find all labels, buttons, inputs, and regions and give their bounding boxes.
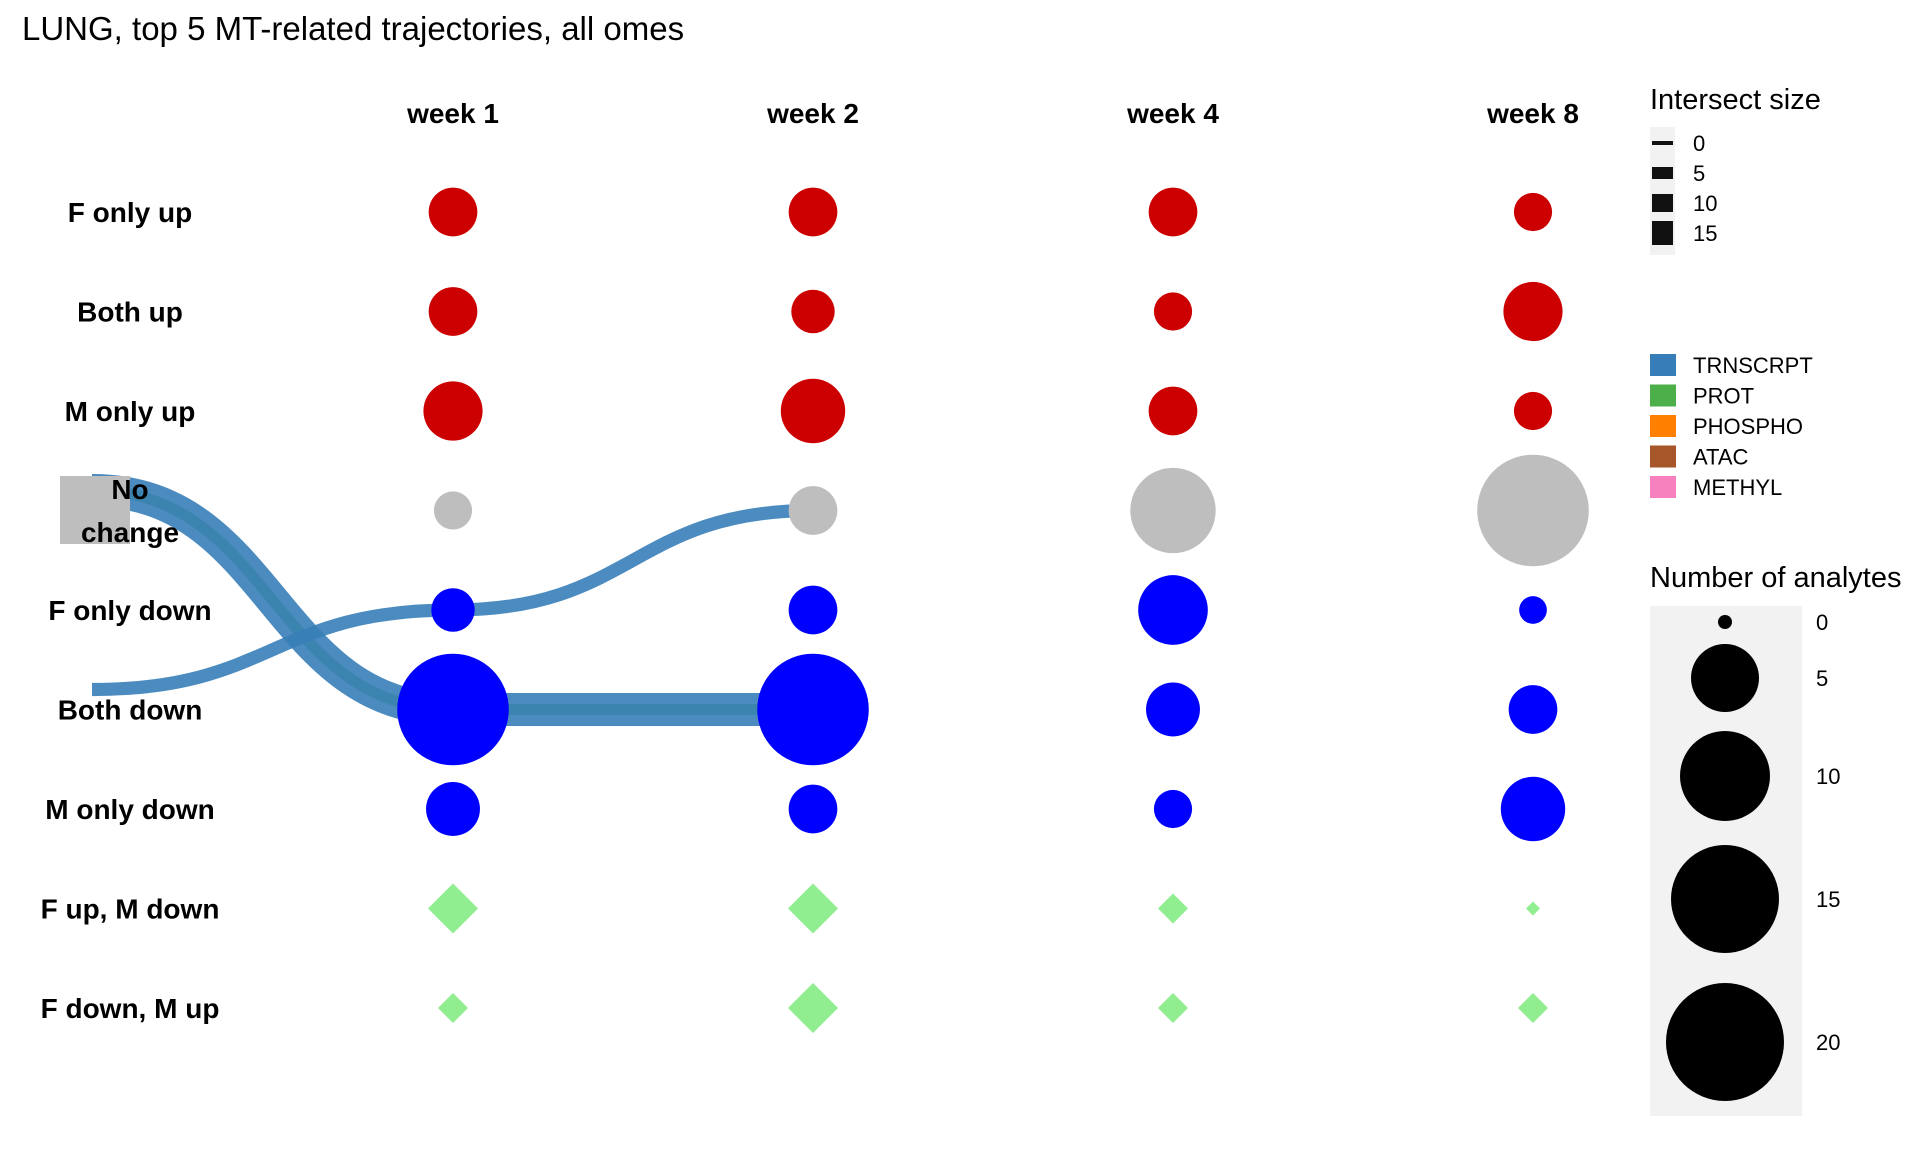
legend-ome-label: ATAC bbox=[1693, 445, 1749, 470]
marker-circle bbox=[1519, 596, 1547, 624]
legend-analytes-swatch bbox=[1718, 615, 1732, 629]
legend-ome-swatch bbox=[1650, 354, 1676, 376]
column-label: week 2 bbox=[766, 98, 859, 129]
legend-analytes-swatch bbox=[1671, 845, 1779, 953]
marker-circle bbox=[1148, 187, 1198, 237]
marker-diamond bbox=[1158, 993, 1188, 1023]
row-label: M only up bbox=[65, 396, 196, 427]
marker-diamond bbox=[1526, 901, 1540, 916]
marker-diamond bbox=[788, 983, 838, 1033]
legend-ome-label: TRNSCRPT bbox=[1693, 353, 1813, 378]
legend-ome: TRNSCRPT PROT PHOSPHO ATAC METHYL bbox=[1650, 353, 1813, 500]
legend-intersect-label: 10 bbox=[1693, 191, 1717, 216]
marker-circle bbox=[1513, 192, 1553, 232]
marker-circle bbox=[1153, 292, 1193, 331]
marker-diamond bbox=[438, 993, 468, 1023]
legend-analytes-swatch bbox=[1691, 644, 1759, 712]
legend-analytes-label: 5 bbox=[1816, 666, 1828, 691]
marker-circle bbox=[1130, 467, 1216, 554]
row-label: F up, M down bbox=[41, 894, 220, 925]
legend-intersect-swatch bbox=[1652, 141, 1673, 145]
marker-circle bbox=[1513, 391, 1553, 431]
marker-circle bbox=[1138, 575, 1208, 645]
legend-intersect-label: 15 bbox=[1693, 221, 1717, 246]
legend-ome-swatch bbox=[1650, 415, 1676, 437]
marker-circle bbox=[423, 381, 483, 441]
origin-square bbox=[60, 476, 130, 544]
marker-circle bbox=[791, 289, 835, 334]
legend-analytes-title: Number of analytes bbox=[1650, 562, 1901, 594]
legend-intersect-swatch bbox=[1652, 167, 1673, 179]
legend-intersect-swatch bbox=[1652, 194, 1673, 212]
marker-diamond bbox=[788, 883, 838, 934]
marker-circle bbox=[1500, 776, 1566, 842]
marker-diamond bbox=[1518, 993, 1548, 1023]
column-label: week 1 bbox=[406, 98, 499, 129]
legend-ome-label: METHYL bbox=[1693, 475, 1782, 500]
row-label: F only down bbox=[48, 595, 211, 626]
legend-intersect-label: 0 bbox=[1693, 131, 1705, 156]
legend-analytes-label: 10 bbox=[1816, 764, 1840, 789]
marker-circle bbox=[1153, 789, 1193, 829]
marker-circle bbox=[788, 585, 838, 635]
legend-number-of-analytes: Number of analytes 0 5 10 15 20 bbox=[1650, 562, 1901, 1116]
row-label: M only down bbox=[45, 794, 215, 825]
legend-ome-swatch bbox=[1650, 384, 1676, 407]
origin-marker bbox=[60, 476, 130, 544]
legend-ome-swatch bbox=[1650, 445, 1676, 468]
marker-circle bbox=[433, 491, 473, 530]
legend-intersect-size: Intersect size 0 5 10 15 bbox=[1650, 84, 1821, 255]
column-label: week 8 bbox=[1486, 98, 1579, 129]
row-label: No bbox=[111, 474, 148, 505]
column-labels: week 1 week 2 week 4 week 8 bbox=[406, 98, 1579, 129]
marker-circle bbox=[788, 784, 838, 834]
marker-circle bbox=[426, 782, 480, 836]
legend-intersect-swatch bbox=[1652, 221, 1673, 245]
marker-circle bbox=[788, 486, 838, 535]
legend-ome-label: PHOSPHO bbox=[1693, 414, 1803, 439]
legend-analytes-label: 0 bbox=[1816, 610, 1828, 635]
marker-circle bbox=[780, 378, 846, 444]
marker-diamond bbox=[428, 883, 478, 934]
column-label: week 4 bbox=[1126, 98, 1219, 129]
analyte-markers bbox=[397, 187, 1589, 1033]
row-label: F down, M up bbox=[41, 993, 220, 1024]
marker-circle bbox=[431, 588, 475, 632]
legend-intersect-label: 5 bbox=[1693, 161, 1705, 186]
row-label: Both up bbox=[77, 297, 183, 328]
marker-circle bbox=[1477, 454, 1589, 567]
marker-circle bbox=[1148, 386, 1198, 436]
legend-analytes-label: 15 bbox=[1816, 887, 1840, 912]
marker-circle bbox=[1503, 281, 1563, 342]
legend-ome-label: PROT bbox=[1693, 384, 1754, 409]
legend-analytes-swatch bbox=[1680, 731, 1770, 821]
marker-circle bbox=[1508, 685, 1558, 734]
marker-circle bbox=[428, 287, 478, 336]
legend-intersect-title: Intersect size bbox=[1650, 84, 1821, 116]
marker-circle bbox=[757, 653, 869, 766]
marker-circle bbox=[788, 187, 838, 237]
legend-ome-swatch bbox=[1650, 476, 1676, 498]
row-label-line2: change bbox=[81, 517, 179, 548]
chart-title: LUNG, top 5 MT-related trajectories, all… bbox=[22, 10, 684, 47]
row-label: F only up bbox=[68, 197, 192, 228]
marker-diamond bbox=[1158, 893, 1188, 924]
row-label: Both down bbox=[58, 695, 203, 726]
legend-analytes-label: 20 bbox=[1816, 1030, 1840, 1055]
marker-circle bbox=[428, 187, 478, 237]
marker-circle bbox=[397, 653, 509, 766]
row-labels: F only up Both up M only up No change F only … bbox=[41, 197, 220, 1024]
marker-circle bbox=[1146, 682, 1200, 737]
legend-analytes-swatch bbox=[1666, 983, 1784, 1101]
